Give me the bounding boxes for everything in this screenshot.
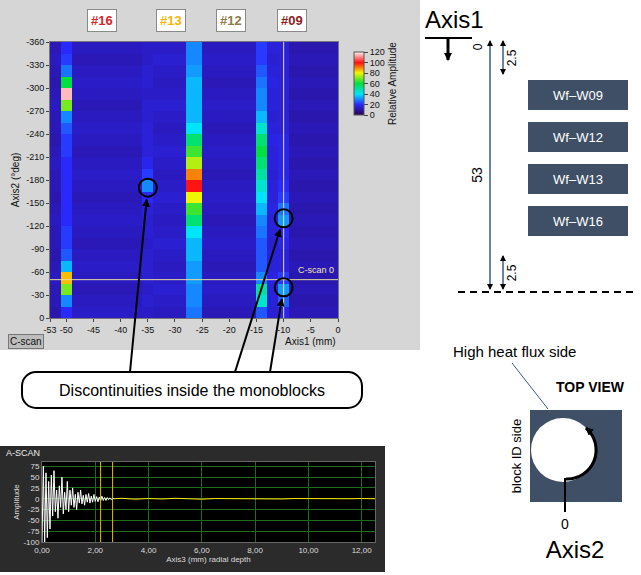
- svg-text:20: 20: [370, 100, 380, 110]
- svg-text:50: 50: [30, 473, 39, 482]
- svg-text:-30: -30: [168, 325, 181, 335]
- svg-text:12,00: 12,00: [352, 546, 373, 555]
- svg-text:0: 0: [35, 495, 40, 504]
- svg-text:-25: -25: [28, 505, 40, 514]
- svg-text:-5: -5: [307, 325, 315, 335]
- svg-text:C-scan: C-scan: [10, 336, 42, 347]
- svg-text:-90: -90: [31, 244, 44, 254]
- svg-text:40: 40: [370, 89, 380, 99]
- svg-text:2,00: 2,00: [87, 546, 103, 555]
- svg-text:-180: -180: [26, 175, 44, 185]
- svg-text:53: 53: [469, 167, 485, 183]
- svg-text:-15: -15: [250, 325, 263, 335]
- svg-text:-20: -20: [223, 325, 236, 335]
- svg-text:25: 25: [30, 484, 39, 493]
- svg-text:0: 0: [471, 43, 485, 50]
- svg-text:-35: -35: [141, 325, 154, 335]
- svg-text:-360: -360: [26, 37, 44, 47]
- svg-text:Discontinuities inside the mon: Discontinuities inside the monoblocks: [59, 382, 325, 399]
- svg-text:-50: -50: [28, 516, 40, 525]
- svg-text:100: 100: [370, 58, 385, 68]
- svg-text:block ID side: block ID side: [509, 419, 524, 493]
- svg-text:-210: -210: [26, 152, 44, 162]
- svg-text:Relative Amplitude: Relative Amplitude: [387, 42, 398, 125]
- svg-text:-330: -330: [26, 60, 44, 70]
- svg-text:#16: #16: [91, 13, 113, 28]
- svg-text:High heat flux side: High heat flux side: [453, 343, 576, 360]
- svg-text:-240: -240: [26, 129, 44, 139]
- svg-text:120: 120: [370, 47, 385, 57]
- svg-text:0: 0: [561, 516, 569, 532]
- svg-text:Axis2 (°deg): Axis2 (°deg): [10, 153, 21, 208]
- svg-text:-60: -60: [31, 267, 44, 277]
- svg-text:-300: -300: [26, 83, 44, 93]
- svg-text:A-SCAN: A-SCAN: [6, 448, 40, 458]
- svg-text:-100: -100: [23, 538, 40, 547]
- svg-text:Axis1 (mm): Axis1 (mm): [285, 336, 336, 347]
- svg-text:6,00: 6,00: [194, 546, 210, 555]
- svg-text:-50: -50: [60, 325, 73, 335]
- svg-text:-270: -270: [26, 106, 44, 116]
- svg-text:Wf–W13: Wf–W13: [553, 172, 603, 187]
- svg-text:TOP VIEW: TOP VIEW: [556, 379, 625, 395]
- svg-text:0: 0: [335, 325, 340, 335]
- svg-text:4,00: 4,00: [141, 546, 157, 555]
- svg-text:80: 80: [370, 68, 380, 78]
- svg-text:C-scan 0: C-scan 0: [298, 265, 334, 275]
- svg-text:-53: -53: [43, 325, 56, 335]
- svg-text:0,00: 0,00: [34, 546, 50, 555]
- svg-text:Wf–W16: Wf–W16: [553, 214, 603, 229]
- svg-text:0: 0: [370, 110, 375, 120]
- svg-text:-45: -45: [87, 325, 100, 335]
- svg-text:Amplitude: Amplitude: [12, 484, 21, 520]
- svg-text:-40: -40: [114, 325, 127, 335]
- svg-text:-10: -10: [277, 325, 290, 335]
- svg-text:60: 60: [370, 79, 380, 89]
- svg-text:Axis2: Axis2: [546, 536, 605, 563]
- svg-text:75: 75: [30, 462, 39, 471]
- svg-text:-30: -30: [31, 290, 44, 300]
- svg-text:8,00: 8,00: [247, 546, 263, 555]
- svg-text:-25: -25: [196, 325, 209, 335]
- svg-text:10,00: 10,00: [298, 546, 319, 555]
- svg-text:-150: -150: [26, 198, 44, 208]
- svg-text:Wf–W12: Wf–W12: [553, 130, 603, 145]
- svg-text:Axis1: Axis1: [425, 6, 484, 33]
- svg-text:-75: -75: [28, 527, 40, 536]
- svg-text:#09: #09: [281, 13, 303, 28]
- svg-text:#13: #13: [160, 13, 182, 28]
- svg-text:2.5: 2.5: [505, 49, 519, 66]
- svg-text:0: 0: [39, 313, 44, 323]
- svg-text:-120: -120: [26, 221, 44, 231]
- svg-text:2.5: 2.5: [505, 264, 519, 281]
- svg-text:Axis3 (mm) radial depth: Axis3 (mm) radial depth: [166, 555, 250, 564]
- svg-text:#12: #12: [220, 13, 242, 28]
- svg-text:Wf–W09: Wf–W09: [553, 88, 603, 103]
